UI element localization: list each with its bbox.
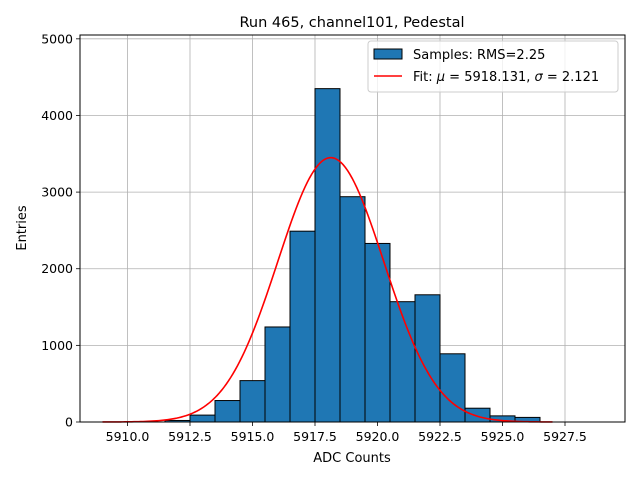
legend-box — [367, 40, 619, 93]
histogram-bar — [364, 242, 391, 423]
legend-histogram-swatch — [373, 48, 403, 60]
y-tick-label: 3000 — [41, 185, 73, 200]
y-tick-label: 1000 — [41, 338, 73, 353]
histogram-bar — [289, 230, 316, 423]
x-axis-ticks: 5910.0 5912.5 5915.0 5917.5 5920.0 5922.5 5925… — [106, 422, 587, 444]
histogram-bar — [464, 407, 491, 423]
y-axis-ticks: 0 1000 2000 3000 4000 5000 — [41, 31, 80, 430]
y-axis-label: Entries — [15, 205, 30, 251]
legend: Samples: RMS=2.25 Fit: μ = 5918.131, σ =… — [367, 40, 619, 93]
plot-frame — [79, 34, 626, 423]
x-tick-label: 5925.0 — [481, 429, 525, 444]
x-tick-label: 5927.5 — [543, 429, 587, 444]
fit-curve — [102, 156, 553, 423]
x-axis-label: ADC Counts — [313, 451, 391, 466]
histogram-bar — [414, 294, 441, 423]
x-tick-label: 5917.5 — [293, 429, 337, 444]
histogram-bar — [239, 380, 266, 423]
x-tick-label: 5915.0 — [231, 429, 275, 444]
y-tick-label: 0 — [65, 415, 73, 430]
histogram-bar — [189, 414, 216, 423]
histogram-bar — [439, 353, 466, 423]
x-tick-label: 5922.5 — [418, 429, 462, 444]
x-tick-label: 5920.0 — [356, 429, 400, 444]
y-tick-label: 4000 — [41, 108, 73, 123]
y-tick-label: 2000 — [41, 261, 73, 276]
chart-title: Run 465, channel101, Pedestal — [239, 15, 464, 31]
x-tick-label: 5910.0 — [106, 429, 150, 444]
histogram-bars — [164, 88, 541, 423]
legend-histogram-label: Samples: RMS=2.25 — [413, 48, 545, 63]
histogram-bar — [389, 301, 416, 423]
legend-fit-label: Fit: μ = 5918.131, σ = 2.121 — [413, 70, 599, 85]
histogram-bar — [339, 196, 366, 423]
y-tick-label: 5000 — [41, 31, 73, 46]
histogram-bar — [214, 400, 241, 423]
histogram-bar — [314, 88, 341, 423]
histogram-bar — [264, 326, 291, 423]
x-tick-label: 5912.5 — [168, 429, 212, 444]
